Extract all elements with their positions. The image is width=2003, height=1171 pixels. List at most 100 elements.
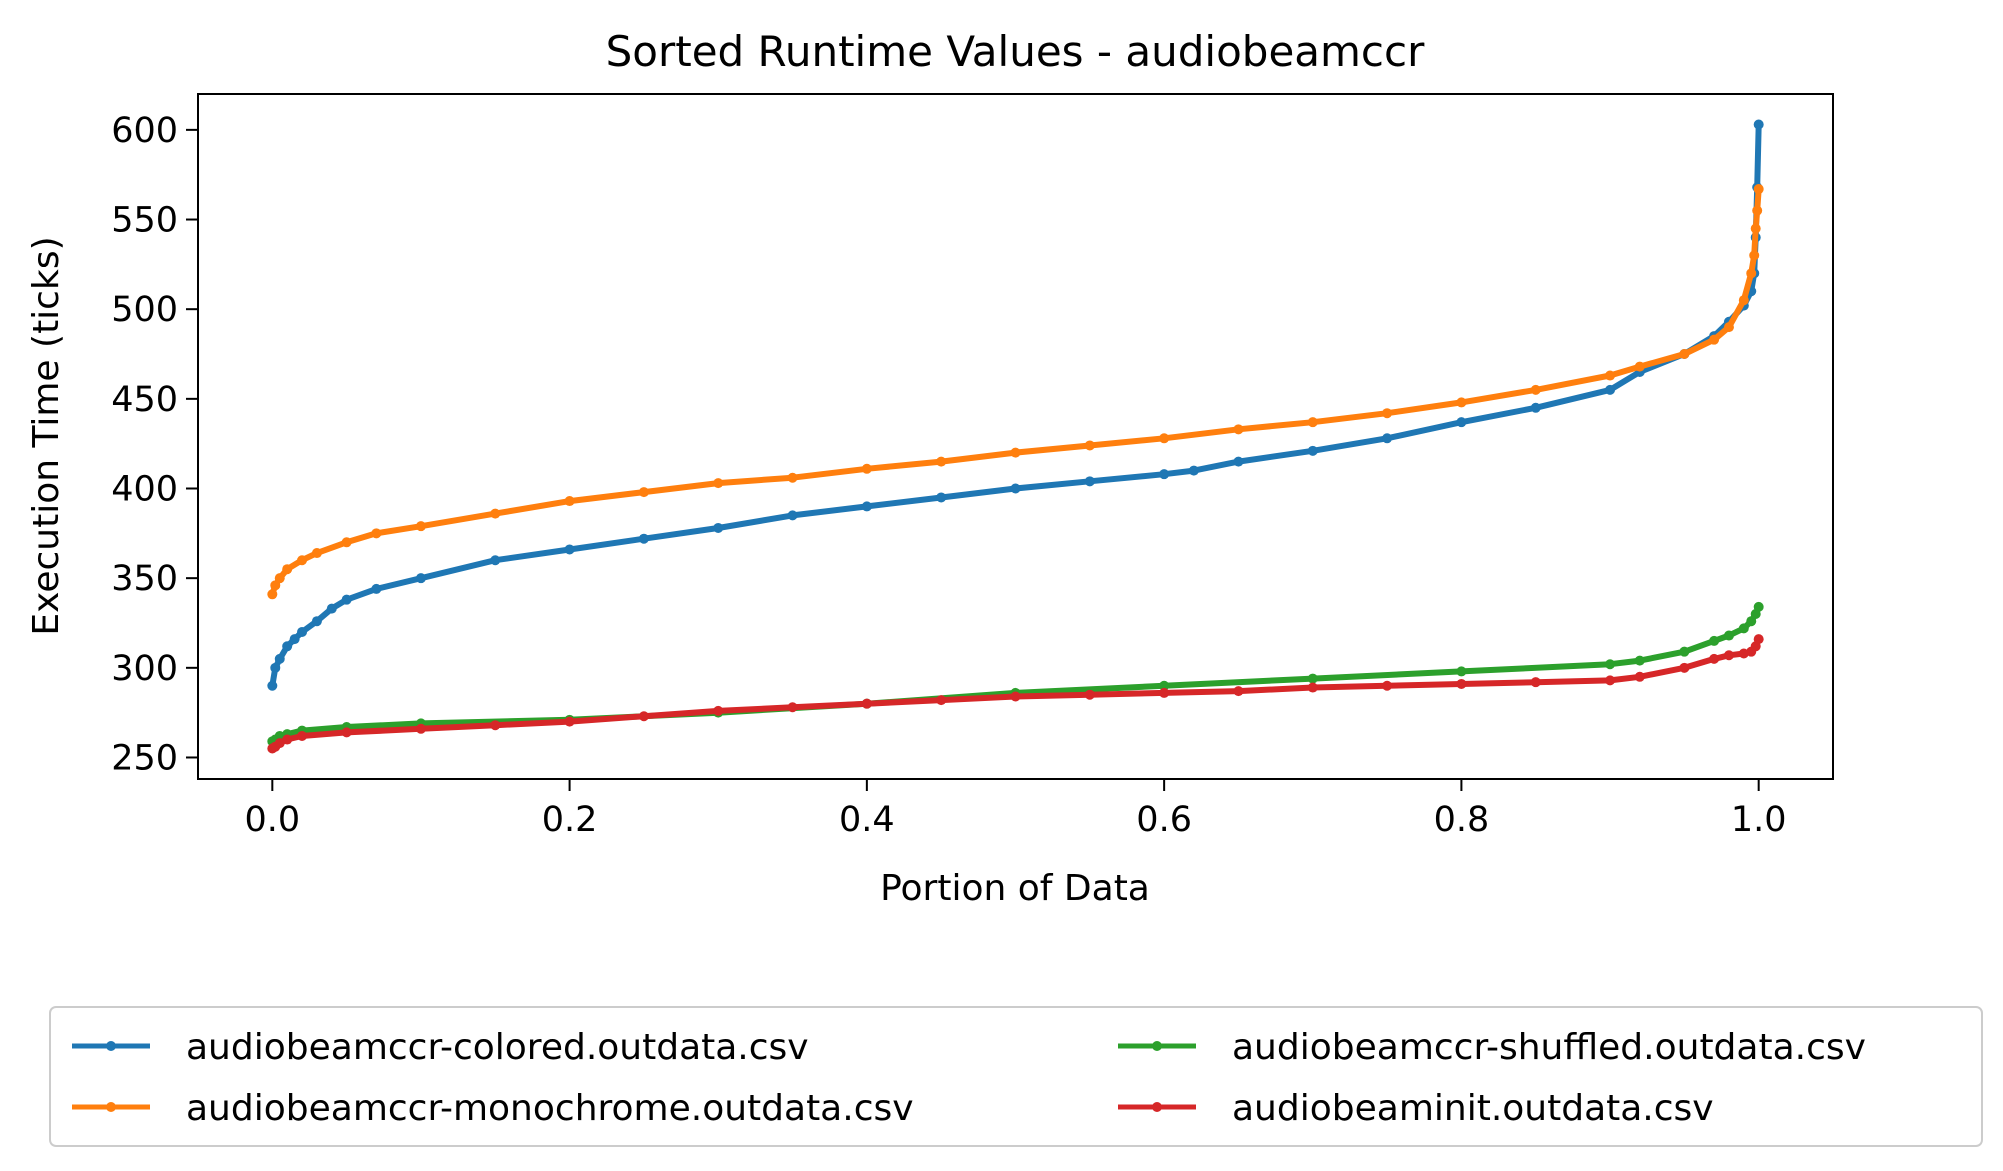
data-point bbox=[564, 716, 575, 727]
legend-marker bbox=[1152, 1102, 1162, 1112]
data-point bbox=[490, 508, 501, 519]
data-point bbox=[787, 702, 798, 713]
data-point bbox=[1605, 675, 1616, 686]
data-point bbox=[1010, 483, 1021, 494]
data-point bbox=[1723, 322, 1734, 333]
x-tick-label: 0.0 bbox=[244, 800, 300, 840]
y-tick-label: 400 bbox=[111, 470, 178, 510]
y-tick-label: 250 bbox=[111, 738, 178, 778]
data-point bbox=[1749, 250, 1760, 261]
data-point bbox=[1709, 653, 1720, 664]
y-tick-label: 300 bbox=[111, 649, 178, 689]
data-point bbox=[1723, 630, 1734, 641]
data-point bbox=[1723, 650, 1734, 661]
data-point bbox=[713, 705, 724, 716]
data-point bbox=[274, 573, 285, 584]
legend-box bbox=[49, 1006, 1983, 1147]
legend-label: audiobeamccr-colored.outdata.csv bbox=[186, 1027, 809, 1068]
x-tick-label: 0.8 bbox=[1434, 800, 1490, 840]
data-point bbox=[1307, 682, 1318, 693]
legend-label: audiobeaminit.outdata.csv bbox=[1232, 1088, 1714, 1129]
data-point bbox=[1530, 677, 1541, 688]
data-point bbox=[787, 472, 798, 483]
data-point bbox=[1634, 655, 1645, 666]
data-point bbox=[282, 734, 293, 745]
legend-label: audiobeamccr-shuffled.outdata.csv bbox=[1232, 1027, 1866, 1068]
y-tick-label: 550 bbox=[111, 201, 178, 241]
data-point bbox=[638, 487, 649, 498]
data-point bbox=[1679, 662, 1690, 673]
data-point bbox=[1753, 184, 1764, 195]
data-point bbox=[1530, 384, 1541, 395]
data-point bbox=[341, 594, 352, 605]
data-point bbox=[1679, 646, 1690, 657]
legend: audiobeamccr-colored.outdata.csv audiobea… bbox=[49, 1006, 1983, 1147]
data-point bbox=[861, 698, 872, 709]
series-3 bbox=[267, 634, 1764, 754]
legend-marker bbox=[106, 1102, 116, 1112]
data-point bbox=[311, 616, 322, 627]
legend-entry: audiobeamccr-colored.outdata.csv bbox=[72, 1027, 809, 1068]
data-point bbox=[371, 528, 382, 539]
data-point bbox=[267, 589, 278, 600]
x-tick-label: 1.0 bbox=[1731, 800, 1787, 840]
data-point bbox=[341, 727, 352, 738]
data-point bbox=[564, 544, 575, 555]
data-point bbox=[1709, 334, 1720, 345]
data-point bbox=[936, 456, 947, 467]
x-tick-label: 0.4 bbox=[839, 800, 895, 840]
legend-entry: audiobeamccr-shuffled.outdata.csv bbox=[1118, 1027, 1866, 1068]
data-point bbox=[1605, 370, 1616, 381]
data-point bbox=[1233, 686, 1244, 697]
data-point bbox=[270, 662, 281, 673]
data-point bbox=[415, 573, 426, 584]
data-point bbox=[1159, 469, 1170, 480]
x-axis: 0.0 0.2 0.4 0.6 0.8 1.0 bbox=[244, 779, 1787, 840]
data-point bbox=[311, 548, 322, 559]
data-point bbox=[1634, 361, 1645, 372]
y-tick-label: 450 bbox=[111, 380, 178, 420]
data-point bbox=[1738, 623, 1749, 634]
data-point bbox=[1753, 601, 1764, 612]
data-point bbox=[1456, 417, 1467, 428]
data-point bbox=[1753, 634, 1764, 645]
data-point bbox=[1456, 678, 1467, 689]
data-point bbox=[936, 492, 947, 503]
data-point bbox=[1746, 616, 1757, 627]
data-point bbox=[1010, 447, 1021, 458]
data-point bbox=[564, 496, 575, 507]
data-point bbox=[490, 555, 501, 566]
data-point bbox=[713, 522, 724, 533]
data-point bbox=[861, 463, 872, 474]
data-point bbox=[1233, 456, 1244, 467]
data-point bbox=[1530, 402, 1541, 413]
data-point bbox=[1750, 223, 1761, 234]
data-point bbox=[1634, 671, 1645, 682]
y-axis: 250 300 350 400 450 500 550 600 bbox=[111, 111, 198, 778]
data-point bbox=[1084, 476, 1095, 487]
data-point bbox=[1159, 433, 1170, 444]
y-tick-label: 500 bbox=[111, 290, 178, 330]
data-point bbox=[1159, 687, 1170, 698]
data-point bbox=[326, 603, 337, 614]
y-tick-label: 600 bbox=[111, 111, 178, 151]
series-layer bbox=[267, 119, 1764, 754]
plot-frame bbox=[197, 93, 1834, 780]
data-point bbox=[1188, 465, 1199, 476]
legend-label: audiobeamccr-monochrome.outdata.csv bbox=[186, 1088, 914, 1129]
data-point bbox=[282, 564, 293, 575]
data-point bbox=[1382, 680, 1393, 691]
data-point bbox=[1605, 659, 1616, 670]
data-point bbox=[415, 723, 426, 734]
data-point bbox=[638, 533, 649, 544]
data-point bbox=[1709, 635, 1720, 646]
data-point bbox=[1307, 673, 1318, 684]
legend-entry: audiobeaminit.outdata.csv bbox=[1118, 1088, 1714, 1129]
data-point bbox=[1746, 268, 1757, 279]
legend-marker bbox=[1152, 1041, 1162, 1051]
data-point bbox=[936, 695, 947, 706]
data-point bbox=[371, 583, 382, 594]
data-point bbox=[341, 537, 352, 548]
